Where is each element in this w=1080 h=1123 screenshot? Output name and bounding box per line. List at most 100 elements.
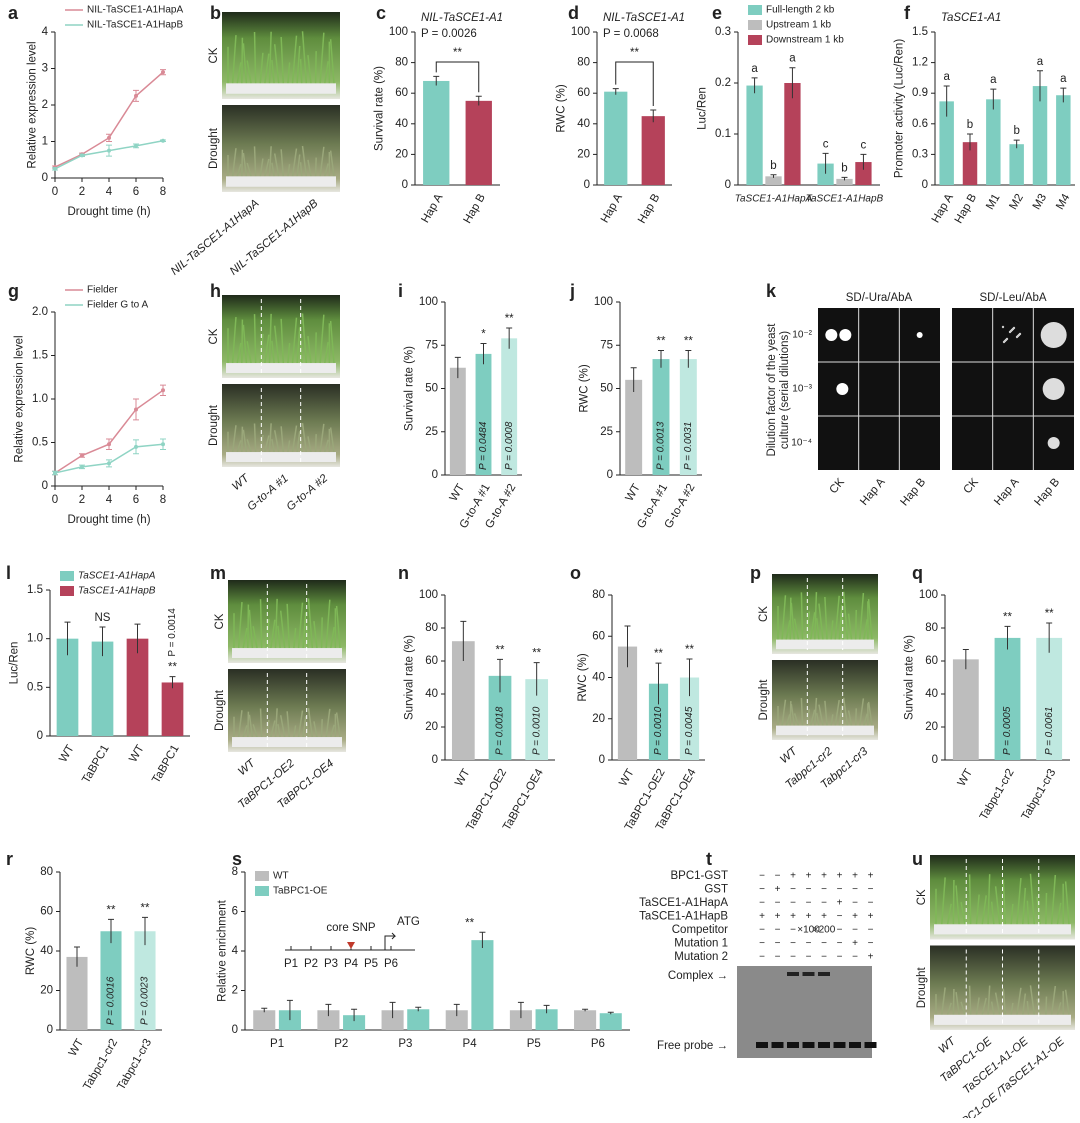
chart-subtitle: P = 0.0068 xyxy=(603,28,659,40)
y-tick-label: 1.5 xyxy=(912,26,928,38)
y-tick-label: 25 xyxy=(600,426,613,438)
p-value: P = 0.0010 xyxy=(531,706,542,755)
significance-mark: ** xyxy=(1003,611,1012,623)
bar xyxy=(162,682,184,736)
colony xyxy=(836,383,848,395)
y-axis-label: RWC (%) xyxy=(25,927,37,976)
lane-sign: + xyxy=(790,871,796,882)
y-tick-label: 80 xyxy=(395,57,408,69)
significance-mark: ** xyxy=(453,47,462,59)
x-tick-label: M1 xyxy=(984,192,1002,212)
significance-letter: a xyxy=(789,53,796,65)
band xyxy=(865,1042,877,1048)
row-label: 10⁻⁴ xyxy=(791,438,812,449)
y-tick-label: 0 xyxy=(725,179,731,191)
significance-mark: ** xyxy=(505,313,514,325)
x-tick-label: P6 xyxy=(591,1038,605,1050)
panel-letter: h xyxy=(210,281,221,301)
panel-letter: u xyxy=(912,849,923,869)
x-tick-label: P3 xyxy=(398,1038,412,1050)
bar xyxy=(450,368,466,475)
lane-sign: + xyxy=(759,911,765,922)
x-tick-label: 6 xyxy=(133,494,139,506)
bar xyxy=(574,1010,596,1030)
bar xyxy=(66,957,87,1030)
point xyxy=(53,167,57,171)
legend-label: TaBPC1-OE xyxy=(273,886,328,897)
x-tick-label: WT xyxy=(236,757,258,778)
lane-sign: + xyxy=(837,871,843,882)
significance-letter: b xyxy=(770,160,776,172)
row-label: Drought xyxy=(214,689,226,731)
y-tick-label: 1.0 xyxy=(27,633,43,645)
legend-label: WT xyxy=(273,871,289,882)
inset-label: P5 xyxy=(364,958,378,970)
chart-title: TaSCE1-A1 xyxy=(941,12,1001,24)
lane-sign: − xyxy=(837,911,843,922)
band xyxy=(818,1042,830,1048)
bar xyxy=(604,92,627,185)
point xyxy=(80,454,84,458)
row-label: CK xyxy=(214,613,226,629)
y-tick-label: 0.2 xyxy=(715,77,731,89)
lane-sign: − xyxy=(837,938,843,949)
x-tick-label: Hap A xyxy=(858,476,888,508)
x-tick-label: 8 xyxy=(160,186,166,198)
y-tick-label: 1.5 xyxy=(32,350,48,362)
chart-subtitle: P = 0.0026 xyxy=(421,28,477,40)
x-tick-label: 0 xyxy=(52,186,58,198)
significance-letter: b xyxy=(967,119,973,131)
panel-letter: o xyxy=(570,563,581,583)
x-axis-label: Drought time (h) xyxy=(67,514,150,526)
y-tick-label: 0.3 xyxy=(715,26,731,38)
y-tick-label: 100 xyxy=(919,589,938,601)
x-tick-label: WT xyxy=(937,1035,959,1056)
legend-swatch xyxy=(748,5,762,15)
colony xyxy=(1013,327,1015,329)
lane-sign: − xyxy=(759,925,765,936)
lane-sign: − xyxy=(759,871,765,882)
lane-sign: + xyxy=(868,871,874,882)
x-tick-label: M3 xyxy=(1031,192,1049,212)
x-tick-label: TaBPC1 xyxy=(150,743,181,786)
y-tick-label: 0 xyxy=(584,179,590,191)
plant xyxy=(248,605,249,649)
significance-mark: ** xyxy=(654,648,663,660)
band xyxy=(756,1042,768,1048)
panel-letter: d xyxy=(568,3,579,23)
y-tick-label: 0 xyxy=(607,469,613,481)
bar xyxy=(471,940,493,1030)
significance-letter: a xyxy=(751,63,758,75)
significance-mark: ** xyxy=(532,648,541,660)
x-tick-label: 4 xyxy=(106,186,113,198)
point xyxy=(161,70,165,74)
legend-swatch xyxy=(255,871,269,881)
y-tick-label: 0 xyxy=(42,172,48,184)
lane-sign: − xyxy=(806,938,812,949)
x-tick-label: G-to-A #1 xyxy=(245,472,291,513)
x-tick-label: WT xyxy=(617,767,636,788)
legend-label: TaSCE1-A1HapA xyxy=(78,571,156,582)
p-value: P = 0.0484 xyxy=(478,421,489,470)
colony xyxy=(1006,338,1008,340)
y-tick-label: 0.6 xyxy=(912,118,928,130)
y-tick-label: 60 xyxy=(395,87,408,99)
lane-sign: − xyxy=(759,952,765,963)
y-tick-label: 0 xyxy=(432,754,438,766)
y-tick-label: 75 xyxy=(600,339,613,351)
x-tick-label: Hap A xyxy=(992,476,1022,508)
y-tick-label: 2.0 xyxy=(32,306,48,318)
y-tick-label: 40 xyxy=(592,672,605,684)
x-tick-label: P4 xyxy=(463,1038,478,1050)
x-tick-label: WT xyxy=(778,745,800,766)
tray xyxy=(226,83,336,93)
bar xyxy=(600,1013,622,1030)
point xyxy=(134,94,138,98)
y-tick-label: 1 xyxy=(42,136,48,148)
y-tick-label: 0 xyxy=(599,754,605,766)
y-tick-label: 6 xyxy=(232,906,238,918)
point xyxy=(161,442,165,446)
point xyxy=(80,153,84,157)
lane-sign: + xyxy=(821,911,827,922)
lane-sign: − xyxy=(775,898,781,909)
